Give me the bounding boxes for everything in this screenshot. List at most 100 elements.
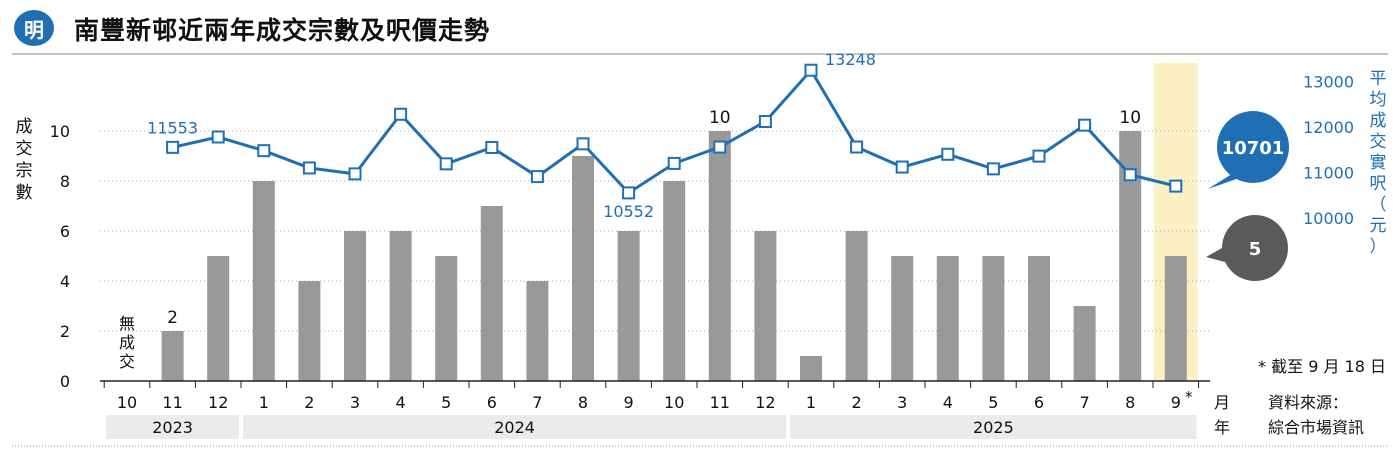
month-label: 5 (988, 393, 998, 412)
price-marker (1123, 168, 1137, 182)
month-label: 10 (664, 393, 684, 412)
price-marker (804, 63, 818, 77)
bar (663, 181, 686, 381)
year-unit: 年 (1214, 418, 1230, 437)
price-marker (986, 162, 1000, 176)
price-marker (394, 107, 408, 121)
y-axis-label-char: 交 (16, 139, 33, 159)
bar (435, 256, 458, 381)
bar (298, 281, 321, 381)
month-unit: 月 (1214, 393, 1230, 412)
year-label: 2023 (152, 418, 193, 437)
price-marker (257, 144, 271, 158)
y-axis-label-char: 數 (16, 183, 33, 203)
right-axis-label-char: 成 (1370, 111, 1387, 131)
deals-callout-pointer (1206, 248, 1225, 262)
price-value-label: 13248 (825, 50, 876, 69)
bar-value-label: 2 (167, 308, 178, 328)
y-tick-label: 10 (50, 122, 70, 141)
right-axis-label-char: 交 (1370, 132, 1387, 152)
month-label: 11 (710, 393, 730, 412)
price-marker (713, 140, 727, 154)
right-axis-label-char: 實 (1370, 153, 1387, 173)
bar (1119, 131, 1142, 381)
price-marker (667, 156, 681, 170)
price-marker (485, 140, 499, 154)
right-axis-label-char: 均 (1370, 90, 1387, 110)
bar (572, 156, 594, 381)
month-label: 8 (1125, 393, 1135, 412)
bar (936, 256, 959, 381)
month-label: 3 (897, 393, 907, 412)
price-marker (850, 140, 864, 154)
month-label: 4 (943, 393, 953, 412)
bar (252, 181, 275, 381)
year-label: 2024 (494, 418, 535, 437)
price-marker (895, 160, 909, 174)
price-value-label: 11553 (147, 118, 198, 137)
no-deal-note-char: 交 (119, 352, 135, 371)
month-label: 2 (304, 393, 314, 412)
price-marker (576, 137, 590, 151)
price-marker (758, 115, 772, 129)
month-label: 5 (441, 393, 451, 412)
year-band (243, 415, 787, 439)
bar (344, 231, 366, 381)
right-tick-label: 13000 (1303, 73, 1354, 92)
bar (708, 131, 731, 381)
right-tick-label: 11000 (1303, 164, 1354, 183)
bar (1073, 306, 1096, 381)
month-label: 6 (487, 393, 497, 412)
month-label: 10 (117, 393, 137, 412)
right-axis-label-char: 平 (1370, 69, 1387, 89)
chart-title: 南豐新邨近兩年成交宗數及呎價走勢 (74, 16, 491, 45)
price-line (172, 68, 1177, 195)
month-label: 12 (208, 393, 228, 412)
footnote: * 截至 9 月 18 日 (1258, 357, 1386, 376)
no-deal-note-char: 成 (119, 333, 135, 352)
month-mark: * (1185, 388, 1193, 406)
price-marker (302, 161, 316, 175)
year-band (790, 415, 1197, 439)
price-marker (439, 157, 453, 171)
bar (754, 231, 777, 381)
deals-callout-value: 5 (1249, 239, 1262, 260)
bar (1028, 256, 1050, 381)
month-label: 8 (578, 393, 588, 412)
y-axis-label-char: 成 (16, 117, 33, 137)
price-callout-value: 10701 (1222, 138, 1285, 159)
month-label: 11 (162, 393, 182, 412)
y-tick-label: 8 (60, 172, 70, 191)
right-axis-label-char: 呎 (1370, 174, 1387, 194)
year-label: 2025 (973, 418, 1014, 437)
y-tick-label: 2 (60, 322, 70, 341)
month-label: 12 (755, 393, 775, 412)
right-axis-label-char: （ (1370, 195, 1387, 215)
month-label: 6 (1034, 393, 1044, 412)
bar (800, 356, 822, 381)
price-value-label: 10552 (603, 202, 654, 221)
source-text: 綜合市場資訊 (1268, 418, 1364, 437)
bar (891, 256, 914, 381)
bar (526, 281, 549, 381)
y-tick-label: 6 (60, 222, 70, 241)
bar-value-label: 10 (709, 108, 731, 128)
price-marker (211, 130, 225, 144)
bar (982, 256, 1005, 381)
month-label: 1 (806, 393, 816, 412)
price-marker (1078, 118, 1092, 132)
right-tick-label: 10000 (1303, 209, 1354, 228)
right-axis-label-char: ） (1370, 237, 1387, 257)
bar (480, 206, 503, 381)
price-marker (1169, 179, 1183, 193)
price-marker (622, 186, 636, 200)
month-label: 1 (259, 393, 269, 412)
source-label: 資料來源： (1268, 393, 1348, 412)
price-marker (166, 140, 180, 154)
bar (161, 331, 184, 381)
bar (207, 256, 230, 381)
month-label: 2 (852, 393, 862, 412)
bar-value-label: 10 (1119, 108, 1141, 128)
price-marker (348, 167, 362, 181)
